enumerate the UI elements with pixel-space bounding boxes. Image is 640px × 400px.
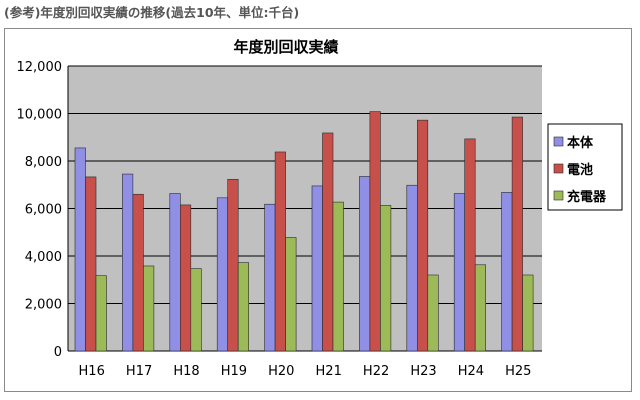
bar-充電器-H24 [474, 264, 487, 352]
bar-電池-H16 [85, 176, 97, 352]
bar-充電器-H17 [143, 265, 155, 352]
y-tick-label: 10,000 [17, 108, 63, 123]
bar-本体-H25 [501, 192, 513, 352]
bar-本体-H20 [264, 203, 276, 352]
bar-電池-H19 [227, 178, 239, 352]
bar-電池-H23 [416, 119, 429, 352]
x-tick-label: H18 [173, 364, 199, 379]
bar-電池-H22 [369, 111, 381, 352]
y-tick-label: 4,000 [25, 250, 62, 265]
x-tick-label: H19 [221, 364, 247, 379]
bar-電池-H17 [132, 193, 144, 352]
bar-充電器-H20 [285, 237, 297, 352]
x-tick-label: H17 [126, 364, 152, 379]
chart-title: 年度別回収実績 [233, 38, 338, 56]
bar-電池-H25 [511, 116, 523, 352]
page-header: (参考)年度別回収実績の推移(過去10年、単位:千台) [4, 5, 300, 20]
bar-本体-H24 [453, 193, 466, 352]
legend-label: 電池 [567, 162, 593, 178]
bar-電池-H18 [180, 204, 192, 352]
bar-充電器-H25 [522, 274, 534, 352]
legend-label: 本体 [567, 135, 594, 151]
x-tick-label: H24 [458, 364, 484, 379]
x-tick-label: H16 [79, 364, 105, 379]
x-tick-label: H23 [410, 364, 436, 379]
y-tick-label: 8,000 [25, 155, 62, 170]
bar-充電器-H21 [332, 201, 344, 352]
legend-swatch [553, 163, 564, 174]
bar-電池-H20 [274, 151, 286, 352]
x-tick-label: H22 [363, 364, 389, 379]
legend-swatch [553, 190, 564, 201]
y-tick-label: 6,000 [25, 203, 62, 218]
bar-本体-H21 [311, 185, 323, 352]
bar-本体-H18 [169, 193, 181, 352]
bar-電池-H24 [464, 138, 476, 352]
bar-電池-H21 [322, 132, 334, 352]
bar-充電器-H16 [95, 275, 107, 352]
bar-充電器-H19 [237, 262, 249, 352]
bar-充電器-H18 [190, 268, 202, 352]
bar-充電器-H23 [427, 274, 439, 352]
x-tick-label: H20 [268, 364, 294, 379]
legend-label: 充電器 [567, 189, 607, 205]
bar-本体-H19 [216, 197, 228, 352]
y-tick-label: 0 [54, 345, 62, 360]
x-tick-label: H21 [316, 364, 342, 379]
x-tick-label: H25 [505, 364, 531, 379]
bar-充電器-H22 [380, 205, 392, 352]
bar-本体-H22 [359, 176, 371, 352]
y-tick-label: 12,000 [17, 60, 63, 75]
plot-area: 0 2,000 4,000 6,000 8,000 10,000 12,000 H16 H17 H… [17, 60, 542, 379]
bar-本体-H17 [122, 173, 134, 352]
bar-本体-H23 [406, 184, 418, 352]
bar-本体-H16 [74, 147, 86, 352]
legend-swatch [553, 136, 564, 147]
y-tick-label: 2,000 [25, 298, 62, 313]
